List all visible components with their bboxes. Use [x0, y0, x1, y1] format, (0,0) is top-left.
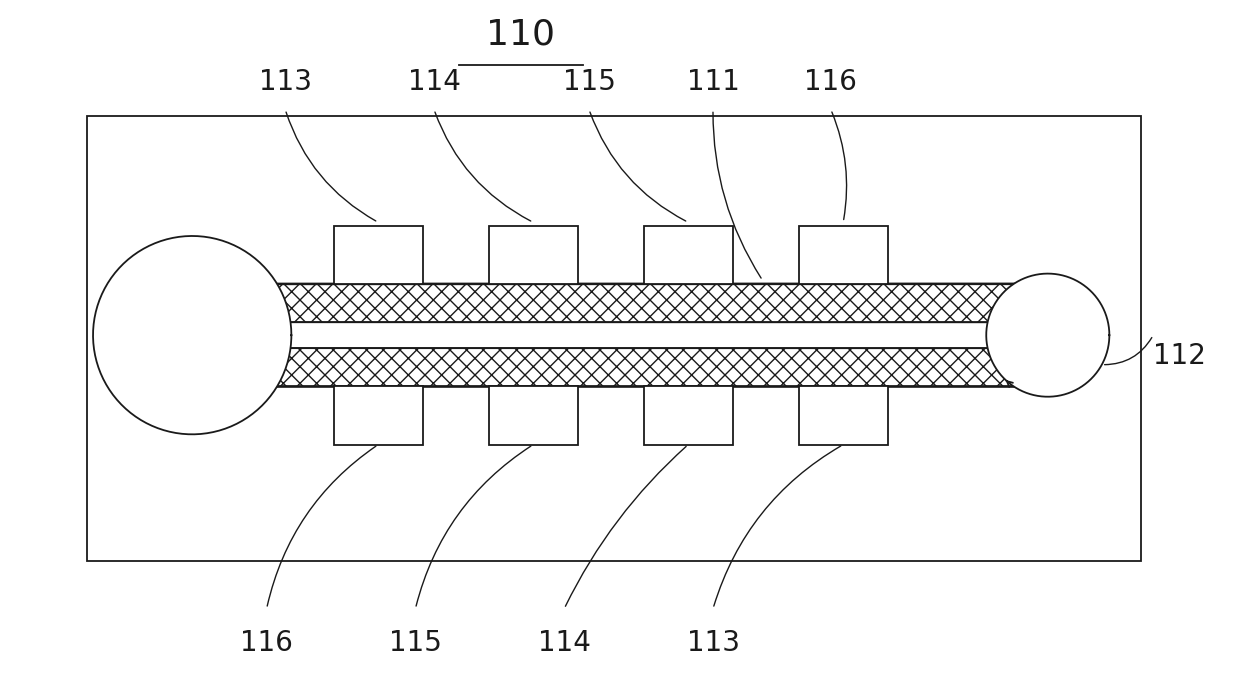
Bar: [644, 226, 733, 284]
Bar: [799, 226, 888, 284]
Bar: [489, 386, 578, 445]
Text: 116: 116: [805, 68, 857, 96]
Text: 114: 114: [408, 68, 460, 96]
Text: 116: 116: [241, 629, 293, 657]
Bar: [334, 386, 423, 445]
Bar: [644, 386, 733, 445]
Bar: [87, 116, 1141, 561]
Bar: [334, 226, 423, 284]
Polygon shape: [93, 236, 291, 434]
Text: 115: 115: [563, 68, 615, 96]
Bar: [489, 226, 578, 284]
Text: 114: 114: [538, 629, 590, 657]
Text: 112: 112: [1153, 342, 1207, 369]
Text: 110: 110: [486, 17, 556, 51]
Text: 113: 113: [687, 629, 739, 657]
Text: 115: 115: [389, 629, 441, 657]
Text: 113: 113: [259, 68, 311, 96]
Bar: [799, 386, 888, 445]
Text: 111: 111: [687, 68, 739, 96]
Polygon shape: [141, 284, 1099, 386]
Polygon shape: [986, 274, 1110, 397]
